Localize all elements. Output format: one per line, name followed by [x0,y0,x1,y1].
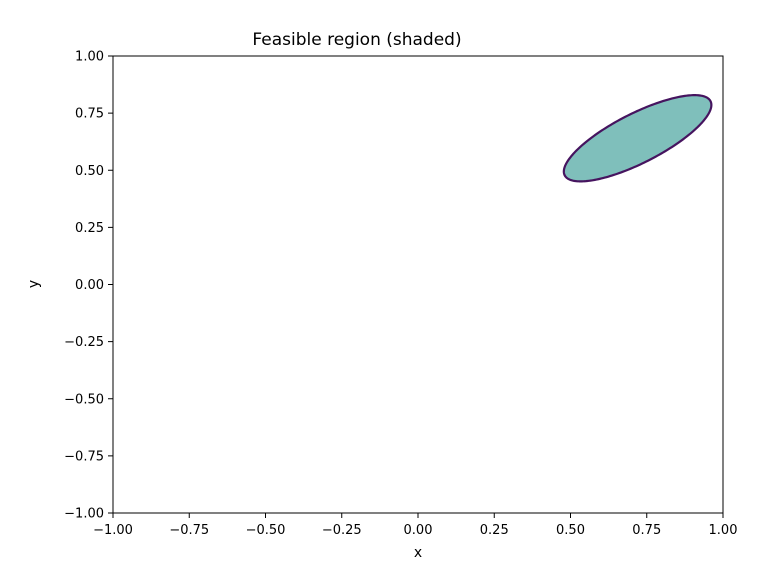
y-tick-label: 0.50 [75,164,104,179]
x-tick-label: −0.50 [246,523,286,538]
x-tick-label: 1.00 [709,523,738,538]
feasible-region [562,94,713,183]
y-tick-label: 1.00 [75,50,104,65]
x-axis-ticks: −1.00 −0.75 −0.50 −0.25 0.00 0.25 0.50 0.75 1.00 [93,513,737,538]
y-tick-label: −0.25 [64,335,104,350]
y-tick-label: −0.50 [64,392,104,407]
chart-title: Feasible region (shaded) [252,30,461,50]
y-axis-ticks: −1.00 −0.75 −0.50 −0.25 0.00 0.25 0.50 0.75 1.00 [64,50,113,522]
x-tick-label: −0.25 [322,523,362,538]
y-tick-label: 0.75 [75,107,104,122]
x-tick-label: −0.75 [169,523,209,538]
y-axis-label: y [26,280,42,288]
x-tick-label: 0.00 [404,523,433,538]
y-tick-label: −1.00 [64,507,104,522]
y-tick-label: 0.25 [75,221,104,236]
x-tick-label: −1.00 [93,523,133,538]
x-tick-label: 0.25 [480,523,509,538]
x-axis-label: x [414,545,422,561]
y-tick-label: −0.75 [64,449,104,464]
plot-frame [112,55,724,514]
y-tick-label: 0.00 [75,278,104,293]
x-tick-label: 0.50 [556,523,585,538]
x-tick-label: 0.75 [632,523,661,538]
feasible-region-layer [562,94,713,183]
